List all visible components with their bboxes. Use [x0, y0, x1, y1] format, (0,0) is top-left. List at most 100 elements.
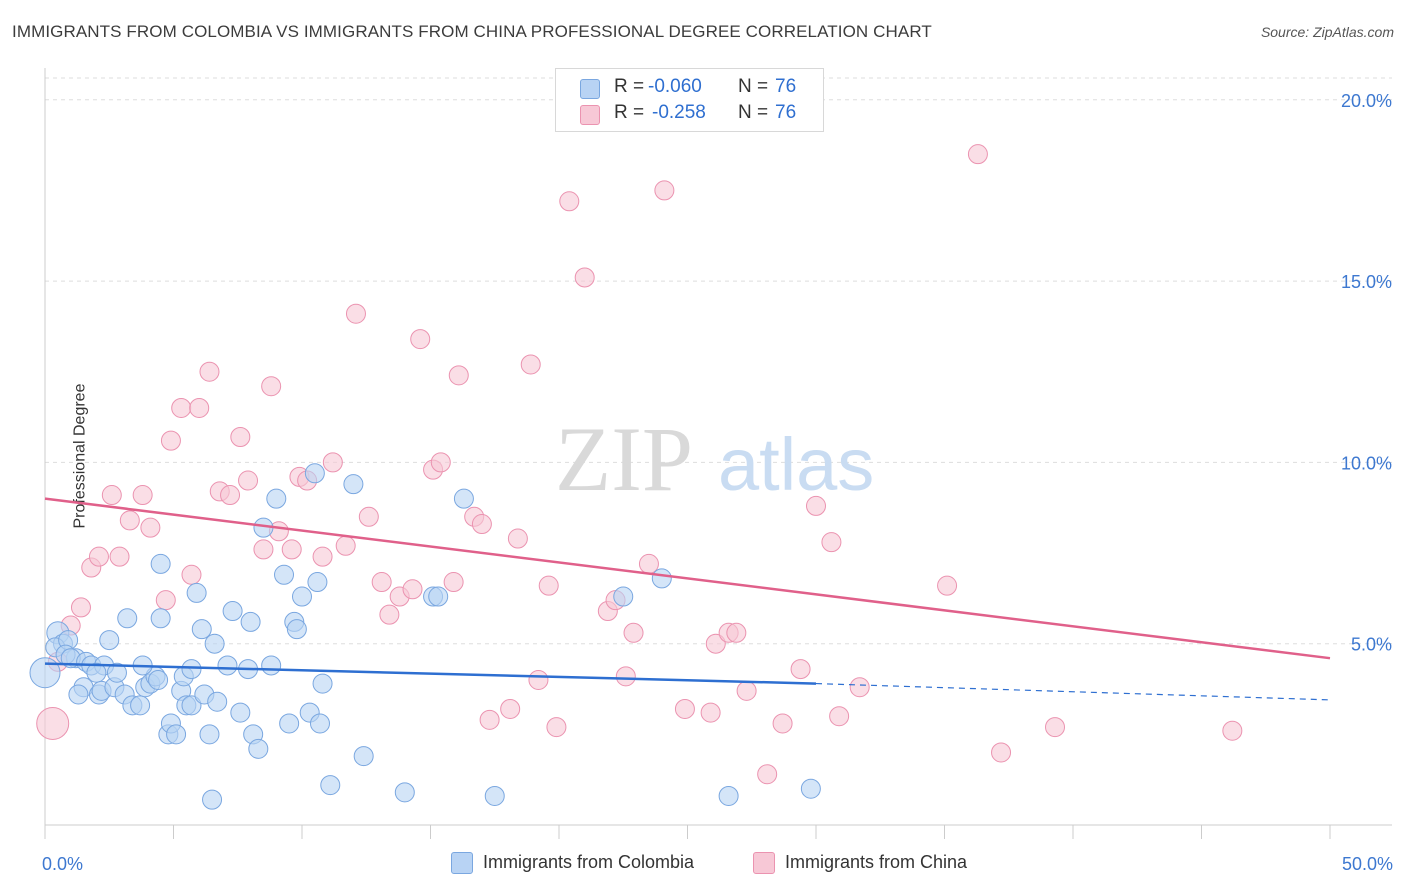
bottom-legend-label-china: Immigrants from China [785, 852, 968, 872]
colombia-point [130, 695, 151, 716]
colombia-trendline [44, 662, 817, 685]
colombia-point [307, 572, 328, 593]
axes [44, 68, 1392, 839]
y-tick-label: 5.0% [1351, 635, 1392, 655]
trendlines [44, 497, 1331, 701]
china-point [171, 397, 192, 418]
china-point [520, 354, 541, 375]
legend-n-label: N = [738, 76, 769, 97]
china-point [849, 677, 870, 698]
correlation-legend: R = -0.060 N = 76 R = -0.258 N = 76 [555, 68, 824, 132]
china-point [623, 622, 644, 643]
tick-labels: 5.0% 10.0% 15.0% 20.0% 0.0% 50.0% [42, 91, 1393, 874]
china-point [479, 709, 500, 730]
china-point [757, 764, 778, 785]
colombia-point [207, 691, 228, 712]
china-point [1222, 720, 1243, 741]
colombia-point [304, 463, 325, 484]
china-point [410, 329, 431, 350]
china-point [70, 597, 91, 618]
china-point [230, 426, 251, 447]
colombia-point [484, 785, 505, 806]
china-point [705, 633, 726, 654]
china-point [238, 470, 259, 491]
china-point [335, 535, 356, 556]
legend-r-value-china: -0.258 [652, 102, 706, 123]
colombia-point [181, 659, 202, 680]
legend-n-label: N = [738, 102, 769, 123]
x-tick-label: 0.0% [42, 854, 83, 874]
china-point [574, 267, 595, 288]
china-point [253, 539, 274, 560]
legend-swatch-china [580, 105, 600, 125]
x-tick-label: 50.0% [1342, 854, 1393, 874]
colombia-point [202, 789, 223, 810]
china-point [829, 706, 850, 727]
china-point [772, 713, 793, 734]
colombia-point [394, 782, 415, 803]
china-point [181, 564, 202, 585]
china-trendline [44, 497, 1331, 660]
china-point [448, 365, 469, 386]
china-point [500, 698, 521, 719]
colombia-point [150, 553, 171, 574]
china-point [1045, 717, 1066, 738]
colombia-point [99, 630, 120, 651]
china-point [471, 514, 492, 535]
colombia-point [428, 586, 449, 607]
china-point [140, 517, 161, 538]
china-point [220, 485, 241, 506]
china-point [736, 680, 757, 701]
colombia-point [230, 702, 251, 723]
bottom-legend-swatch-china [753, 852, 775, 874]
colombia-point [199, 724, 220, 745]
china-point [189, 397, 210, 418]
china-point [700, 702, 721, 723]
y-tick-label: 15.0% [1341, 272, 1392, 292]
colombia-point [309, 713, 330, 734]
colombia-point [222, 601, 243, 622]
y-tick-label: 20.0% [1341, 91, 1392, 111]
colombia-point [274, 564, 295, 585]
china-point [281, 539, 302, 560]
colombia-point [613, 586, 634, 607]
colombia-point [651, 568, 672, 589]
china-point [937, 575, 958, 596]
china-point [430, 452, 451, 473]
colombia-point [248, 738, 269, 759]
colombia-point [29, 657, 61, 689]
china-point [546, 717, 567, 738]
colombia-point [117, 608, 138, 629]
china-point [528, 669, 549, 690]
colombia-point [800, 778, 821, 799]
colombia-point [204, 633, 225, 654]
colombia-point [86, 662, 107, 683]
watermark-atlas: atlas [718, 423, 874, 506]
colombia-point [292, 586, 312, 607]
colombia-points [29, 463, 821, 810]
colombia-point [320, 775, 341, 796]
china-point [638, 553, 659, 574]
colombia-point [343, 474, 364, 495]
china-point [967, 144, 988, 165]
china-point [199, 361, 220, 382]
china-point [615, 666, 636, 687]
china-point [312, 546, 333, 567]
legend-n-value-china: 76 [775, 102, 797, 123]
china-point [806, 495, 826, 516]
china-point [160, 430, 181, 451]
y-tick-label: 10.0% [1341, 453, 1392, 473]
colombia-point [453, 488, 474, 509]
china-point [119, 510, 140, 531]
china-point [358, 506, 379, 527]
china-point [538, 575, 559, 596]
colombia-trendline-extension [815, 682, 1331, 701]
chart-title: IMMIGRANTS FROM COLOMBIA VS IMMIGRANTS F… [12, 22, 932, 41]
grid-lines [45, 77, 1392, 645]
colombia-point [150, 608, 171, 629]
china-point [991, 742, 1012, 763]
china-point [101, 485, 122, 506]
colombia-point [186, 582, 207, 603]
colombia-point [353, 746, 374, 767]
